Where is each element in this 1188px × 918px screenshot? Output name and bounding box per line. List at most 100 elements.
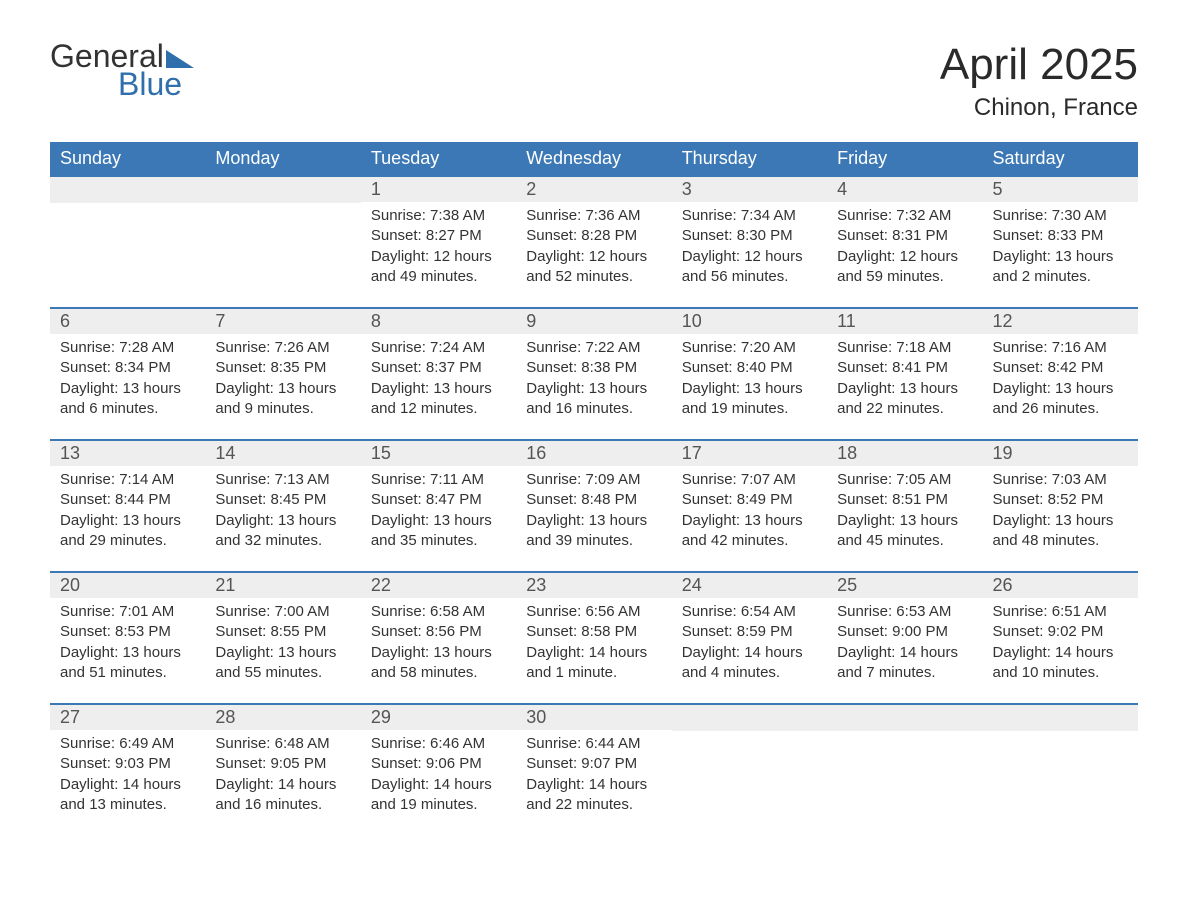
daylight-line: Daylight: 13 hours and 55 minutes. — [215, 643, 350, 684]
day-data: Sunrise: 6:48 AMSunset: 9:05 PMDaylight:… — [205, 730, 360, 825]
calendar-day-cell — [205, 176, 360, 308]
sunrise-line: Sunrise: 7:05 AM — [837, 470, 972, 490]
day-number: 21 — [205, 573, 360, 598]
daylight-line: Daylight: 13 hours and 35 minutes. — [371, 511, 506, 552]
sunrise-line: Sunrise: 7:38 AM — [371, 206, 506, 226]
day-number: 12 — [983, 309, 1138, 334]
sunrise-line: Sunrise: 7:36 AM — [526, 206, 661, 226]
sunset-line: Sunset: 8:27 PM — [371, 226, 506, 246]
day-data: Sunrise: 7:20 AMSunset: 8:40 PMDaylight:… — [672, 334, 827, 429]
calendar-day-cell: 5Sunrise: 7:30 AMSunset: 8:33 PMDaylight… — [983, 176, 1138, 308]
day-data: Sunrise: 7:38 AMSunset: 8:27 PMDaylight:… — [361, 202, 516, 297]
calendar-day-cell: 30Sunrise: 6:44 AMSunset: 9:07 PMDayligh… — [516, 704, 671, 836]
day-data: Sunrise: 6:49 AMSunset: 9:03 PMDaylight:… — [50, 730, 205, 825]
day-data: Sunrise: 6:53 AMSunset: 9:00 PMDaylight:… — [827, 598, 982, 693]
day-data: Sunrise: 7:00 AMSunset: 8:55 PMDaylight:… — [205, 598, 360, 693]
day-data: Sunrise: 7:28 AMSunset: 8:34 PMDaylight:… — [50, 334, 205, 429]
sunset-line: Sunset: 9:05 PM — [215, 754, 350, 774]
day-number: 30 — [516, 705, 671, 730]
sunset-line: Sunset: 9:06 PM — [371, 754, 506, 774]
sunrise-line: Sunrise: 6:46 AM — [371, 734, 506, 754]
day-number: 24 — [672, 573, 827, 598]
daylight-line: Daylight: 12 hours and 52 minutes. — [526, 247, 661, 288]
day-number: 10 — [672, 309, 827, 334]
sunset-line: Sunset: 8:53 PM — [60, 622, 195, 642]
sunset-line: Sunset: 8:47 PM — [371, 490, 506, 510]
daylight-line: Daylight: 12 hours and 56 minutes. — [682, 247, 817, 288]
sunset-line: Sunset: 8:44 PM — [60, 490, 195, 510]
weekday-header: Thursday — [672, 142, 827, 176]
day-number: 1 — [361, 177, 516, 202]
daylight-line: Daylight: 13 hours and 32 minutes. — [215, 511, 350, 552]
daylight-line: Daylight: 13 hours and 42 minutes. — [682, 511, 817, 552]
title-block: April 2025 Chinon, France — [940, 40, 1138, 122]
calendar-day-cell: 23Sunrise: 6:56 AMSunset: 8:58 PMDayligh… — [516, 572, 671, 704]
sunrise-line: Sunrise: 7:09 AM — [526, 470, 661, 490]
day-data: Sunrise: 7:36 AMSunset: 8:28 PMDaylight:… — [516, 202, 671, 297]
sunset-line: Sunset: 8:55 PM — [215, 622, 350, 642]
calendar-day-cell: 15Sunrise: 7:11 AMSunset: 8:47 PMDayligh… — [361, 440, 516, 572]
weekday-header: Wednesday — [516, 142, 671, 176]
calendar-day-cell: 14Sunrise: 7:13 AMSunset: 8:45 PMDayligh… — [205, 440, 360, 572]
sunrise-line: Sunrise: 7:00 AM — [215, 602, 350, 622]
day-number: 16 — [516, 441, 671, 466]
sunset-line: Sunset: 9:02 PM — [993, 622, 1128, 642]
calendar-day-cell: 6Sunrise: 7:28 AMSunset: 8:34 PMDaylight… — [50, 308, 205, 440]
sunset-line: Sunset: 8:40 PM — [682, 358, 817, 378]
calendar-day-cell: 17Sunrise: 7:07 AMSunset: 8:49 PMDayligh… — [672, 440, 827, 572]
sunset-line: Sunset: 8:28 PM — [526, 226, 661, 246]
calendar-day-cell: 3Sunrise: 7:34 AMSunset: 8:30 PMDaylight… — [672, 176, 827, 308]
day-data: Sunrise: 6:46 AMSunset: 9:06 PMDaylight:… — [361, 730, 516, 825]
calendar-day-cell: 4Sunrise: 7:32 AMSunset: 8:31 PMDaylight… — [827, 176, 982, 308]
sunrise-line: Sunrise: 6:51 AM — [993, 602, 1128, 622]
day-number: 8 — [361, 309, 516, 334]
calendar-day-cell: 22Sunrise: 6:58 AMSunset: 8:56 PMDayligh… — [361, 572, 516, 704]
sunrise-line: Sunrise: 6:56 AM — [526, 602, 661, 622]
calendar-day-cell: 24Sunrise: 6:54 AMSunset: 8:59 PMDayligh… — [672, 572, 827, 704]
daylight-line: Daylight: 14 hours and 16 minutes. — [215, 775, 350, 816]
page-header: General Blue April 2025 Chinon, France — [50, 40, 1138, 122]
daylight-line: Daylight: 14 hours and 1 minute. — [526, 643, 661, 684]
day-data: Sunrise: 7:32 AMSunset: 8:31 PMDaylight:… — [827, 202, 982, 297]
day-data: Sunrise: 7:14 AMSunset: 8:44 PMDaylight:… — [50, 466, 205, 561]
day-data: Sunrise: 7:18 AMSunset: 8:41 PMDaylight:… — [827, 334, 982, 429]
day-number: 19 — [983, 441, 1138, 466]
daylight-line: Daylight: 14 hours and 13 minutes. — [60, 775, 195, 816]
daylight-line: Daylight: 13 hours and 6 minutes. — [60, 379, 195, 420]
daylight-line: Daylight: 13 hours and 22 minutes. — [837, 379, 972, 420]
day-number-empty — [50, 177, 205, 203]
daylight-line: Daylight: 13 hours and 45 minutes. — [837, 511, 972, 552]
sunset-line: Sunset: 9:00 PM — [837, 622, 972, 642]
calendar-day-cell: 12Sunrise: 7:16 AMSunset: 8:42 PMDayligh… — [983, 308, 1138, 440]
calendar-week-row: 13Sunrise: 7:14 AMSunset: 8:44 PMDayligh… — [50, 440, 1138, 572]
weekday-header: Friday — [827, 142, 982, 176]
daylight-line: Daylight: 12 hours and 59 minutes. — [837, 247, 972, 288]
weekday-header: Saturday — [983, 142, 1138, 176]
day-data: Sunrise: 7:22 AMSunset: 8:38 PMDaylight:… — [516, 334, 671, 429]
day-data: Sunrise: 7:26 AMSunset: 8:35 PMDaylight:… — [205, 334, 360, 429]
calendar-day-cell: 2Sunrise: 7:36 AMSunset: 8:28 PMDaylight… — [516, 176, 671, 308]
calendar-day-cell — [983, 704, 1138, 836]
day-number: 7 — [205, 309, 360, 334]
sunrise-line: Sunrise: 7:34 AM — [682, 206, 817, 226]
day-number-empty — [672, 705, 827, 731]
calendar-week-row: 27Sunrise: 6:49 AMSunset: 9:03 PMDayligh… — [50, 704, 1138, 836]
day-data: Sunrise: 7:16 AMSunset: 8:42 PMDaylight:… — [983, 334, 1138, 429]
daylight-line: Daylight: 14 hours and 19 minutes. — [371, 775, 506, 816]
day-number: 4 — [827, 177, 982, 202]
sunset-line: Sunset: 8:51 PM — [837, 490, 972, 510]
sunset-line: Sunset: 8:42 PM — [993, 358, 1128, 378]
sunrise-line: Sunrise: 7:26 AM — [215, 338, 350, 358]
daylight-line: Daylight: 14 hours and 10 minutes. — [993, 643, 1128, 684]
day-data: Sunrise: 7:13 AMSunset: 8:45 PMDaylight:… — [205, 466, 360, 561]
day-number: 26 — [983, 573, 1138, 598]
sunset-line: Sunset: 9:03 PM — [60, 754, 195, 774]
calendar-day-cell: 7Sunrise: 7:26 AMSunset: 8:35 PMDaylight… — [205, 308, 360, 440]
sunrise-line: Sunrise: 7:07 AM — [682, 470, 817, 490]
sunrise-line: Sunrise: 7:28 AM — [60, 338, 195, 358]
day-number-empty — [983, 705, 1138, 731]
daylight-line: Daylight: 13 hours and 39 minutes. — [526, 511, 661, 552]
daylight-line: Daylight: 13 hours and 58 minutes. — [371, 643, 506, 684]
sunset-line: Sunset: 8:48 PM — [526, 490, 661, 510]
sunset-line: Sunset: 9:07 PM — [526, 754, 661, 774]
